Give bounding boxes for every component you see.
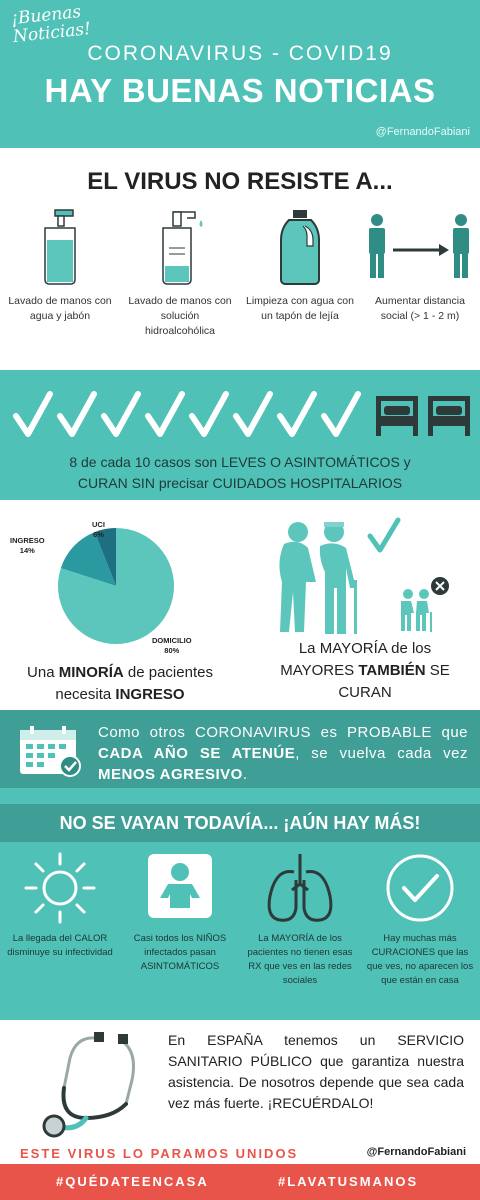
header-subtitle: CORONAVIRUS - COVID19 [87,42,393,65]
outcomes-section: INGRESO 14% UCI 6% DOMICILIO 80% Una MIN… [0,500,480,710]
item-heat: La llegada del CALOR disminuye su infect… [0,850,120,960]
item-sanitizer-text: Lavado de manos con solución hidroalcohó… [128,295,232,337]
header-handle: @FernandoFabiani [375,126,470,138]
cases-text-line1: 8 de cada 10 casos son LEVES O ASINTOMÁT… [69,454,411,470]
item-heat-text: La llegada del CALOR disminuye su infect… [7,933,113,958]
pie-chart: INGRESO 14% UCI 6% DOMICILIO 80% [10,506,220,656]
cases-section: 8 de cada 10 casos son LEVES O ASINTOMÁT… [0,370,480,500]
check-circle-icon [386,854,454,922]
item-lungs: La MAYORÍA de los pacientes no tienen es… [240,850,360,988]
virus-section-title: EL VIRUS NO RESISTE A... [87,168,393,195]
item-children: Casi todos los NIÑOS infectados pasan AS… [120,850,240,974]
minority-text: Una MINORÍA de pacientes necesita INGRES… [27,664,213,703]
bleach-bottle-icon [280,210,320,285]
item-soap: Lavado de manos con agua y jabón [0,206,120,324]
more-banner: NO SE VAYAN TODAVÍA... ¡AÚN HAY MÁS! [0,804,480,842]
check-icon [233,391,273,437]
elderly-text: La MAYORÍA de los MAYORES TAMBIÉN SE CUR… [280,640,450,701]
item-bleach-text: Limpieza con agua con un tapón de lejía [246,295,354,322]
soap-bottle-icon [44,209,76,285]
item-bleach: Limpieza con agua con un tapón de lejía [240,206,360,324]
sanitizer-icon [162,211,203,285]
check-icon [145,391,185,437]
spain-section: En ESPAÑA tenemos un SERVICIO SANITARIO … [0,1020,480,1164]
bed-icon [376,396,418,436]
buenas-noticias-script: ¡Buenas Noticias! [10,1,92,48]
pie-slice-uci [94,528,116,586]
item-distance: Aumentar distancia social (> 1 - 2 m) [360,206,480,324]
checkmarks-row [13,391,361,437]
hashtags-footer: #QUÉDATEENCASA #LAVATUSMANOS [0,1164,480,1200]
item-cures-text: Hay muchas más CURACIONES que las que ve… [366,933,474,986]
item-lungs-text: La MAYORÍA de los pacientes no tienen es… [247,933,353,986]
pie-slice-ingreso [60,532,116,586]
sun-icon [24,852,96,924]
check-icon [189,391,229,437]
check-icon [277,391,317,437]
pie-label-ingreso: INGRESO 14% [10,536,45,555]
item-children-text: Casi todos los NIÑOS infectados pasan AS… [133,933,227,972]
spain-text: En ESPAÑA tenemos un SERVICIO SANITARIO … [168,1032,464,1111]
beds-icons [376,396,470,436]
pie-slice-domicilio [58,528,174,644]
check-icon [101,391,141,437]
probable-section: Como otros CORONAVIRUS es PROBABLE que C… [0,710,480,788]
check-icon [57,391,97,437]
stethoscope-icon [42,1032,135,1138]
hashtag-wash-hands: #LAVATUSMANOS [278,1174,419,1189]
bed-icon [428,396,470,436]
cases-text: 8 de cada 10 casos son LEVES O ASINTOMÁT… [0,452,480,494]
item-distance-text: Aumentar distancia social (> 1 - 2 m) [375,295,465,322]
cases-text-line2: CURAN SIN precisar CUIDADOS HOSPITALARIO… [77,475,403,491]
footer-handle: @FernandoFabiani [366,1146,466,1158]
distance-icon [369,214,469,278]
pie-label-uci: UCI 6% [92,520,105,539]
elderly-couple-icon [279,517,449,634]
probable-text: Como otros CORONAVIRUS es PROBABLE que C… [98,724,468,783]
check-icon [13,391,53,437]
united-slogan: ESTE VIRUS LO PARAMOS UNIDOS [20,1146,299,1161]
hashtag-stay-home: #QUÉDATEENCASA [56,1174,209,1189]
more-section: NO SE VAYAN TODAVÍA... ¡AÚN HAY MÁS! La … [0,788,480,1020]
check-icon [321,391,361,437]
pie-svg [58,528,174,644]
virus-section: EL VIRUS NO RESISTE A... Lavado de manos… [0,148,480,370]
header: ¡Buenas Noticias! CORONAVIRUS - COVID19 … [0,0,480,148]
baby-icon [148,854,212,918]
item-cures: Hay muchas más CURACIONES que las que ve… [360,850,480,988]
calendar-check-icon [20,726,81,777]
pie-label-domicilio: DOMICILIO 80% [152,636,192,655]
lungs-icon [267,854,333,922]
item-sanitizer: Lavado de manos con solución hidroalcohó… [120,206,240,339]
header-title: HAY BUENAS NOTICIAS [44,72,436,109]
item-soap-text: Lavado de manos con agua y jabón [8,295,112,322]
